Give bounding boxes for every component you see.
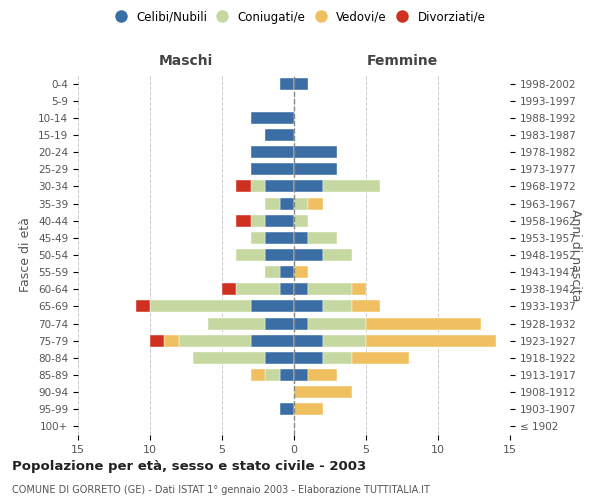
Bar xyxy=(265,266,280,278)
Bar xyxy=(280,266,294,278)
Bar xyxy=(265,352,294,364)
Bar xyxy=(352,352,409,364)
Text: COMUNE DI GORRETO (GE) - Dati ISTAT 1° gennaio 2003 - Elaborazione TUTTITALIA.IT: COMUNE DI GORRETO (GE) - Dati ISTAT 1° g… xyxy=(12,485,430,495)
Bar xyxy=(308,318,366,330)
Bar xyxy=(308,284,352,296)
Bar xyxy=(251,232,265,244)
Bar xyxy=(265,318,294,330)
Bar xyxy=(294,146,337,158)
Bar xyxy=(208,318,265,330)
Bar xyxy=(265,129,294,141)
Bar xyxy=(265,369,280,381)
Bar xyxy=(294,318,308,330)
Bar xyxy=(222,284,236,296)
Y-axis label: Anni di nascita: Anni di nascita xyxy=(569,209,582,301)
Bar xyxy=(280,284,294,296)
Bar xyxy=(251,214,265,226)
Text: Popolazione per età, sesso e stato civile - 2003: Popolazione per età, sesso e stato civil… xyxy=(12,460,366,473)
Bar xyxy=(294,404,323,415)
Bar xyxy=(150,334,164,346)
Bar xyxy=(236,249,265,261)
Bar xyxy=(236,180,251,192)
Text: Maschi: Maschi xyxy=(159,54,213,68)
Y-axis label: Fasce di età: Fasce di età xyxy=(19,218,32,292)
Bar xyxy=(294,78,308,90)
Bar xyxy=(280,404,294,415)
Bar xyxy=(193,352,265,364)
Bar xyxy=(136,300,150,312)
Bar xyxy=(251,112,294,124)
Bar xyxy=(251,300,294,312)
Bar xyxy=(280,198,294,209)
Bar xyxy=(179,334,251,346)
Bar xyxy=(265,214,294,226)
Bar xyxy=(352,284,366,296)
Bar xyxy=(251,164,294,175)
Bar xyxy=(280,78,294,90)
Bar xyxy=(294,266,308,278)
Bar xyxy=(265,180,294,192)
Bar xyxy=(294,164,337,175)
Text: Femmine: Femmine xyxy=(367,54,437,68)
Legend: Celibi/Nubili, Coniugati/e, Vedovi/e, Divorziati/e: Celibi/Nubili, Coniugati/e, Vedovi/e, Di… xyxy=(110,6,490,28)
Bar xyxy=(308,369,337,381)
Bar xyxy=(294,198,308,209)
Bar xyxy=(294,284,308,296)
Bar xyxy=(265,232,294,244)
Bar xyxy=(280,369,294,381)
Bar xyxy=(323,334,366,346)
Bar xyxy=(308,198,323,209)
Bar xyxy=(294,214,308,226)
Bar xyxy=(294,386,352,398)
Bar xyxy=(352,300,380,312)
Bar xyxy=(164,334,179,346)
Bar xyxy=(236,214,251,226)
Bar xyxy=(251,180,265,192)
Bar xyxy=(366,318,481,330)
Bar xyxy=(150,300,251,312)
Bar xyxy=(251,334,294,346)
Bar xyxy=(265,198,280,209)
Bar xyxy=(294,334,323,346)
Bar xyxy=(251,146,294,158)
Bar xyxy=(323,180,380,192)
Bar xyxy=(323,352,352,364)
Bar xyxy=(294,180,323,192)
Bar xyxy=(294,369,308,381)
Bar xyxy=(294,300,323,312)
Bar xyxy=(308,232,337,244)
Bar xyxy=(236,284,280,296)
Bar xyxy=(294,249,323,261)
Bar xyxy=(294,352,323,364)
Bar xyxy=(366,334,496,346)
Bar xyxy=(265,249,294,261)
Bar xyxy=(323,249,352,261)
Bar xyxy=(294,232,308,244)
Bar xyxy=(251,369,265,381)
Bar xyxy=(323,300,352,312)
